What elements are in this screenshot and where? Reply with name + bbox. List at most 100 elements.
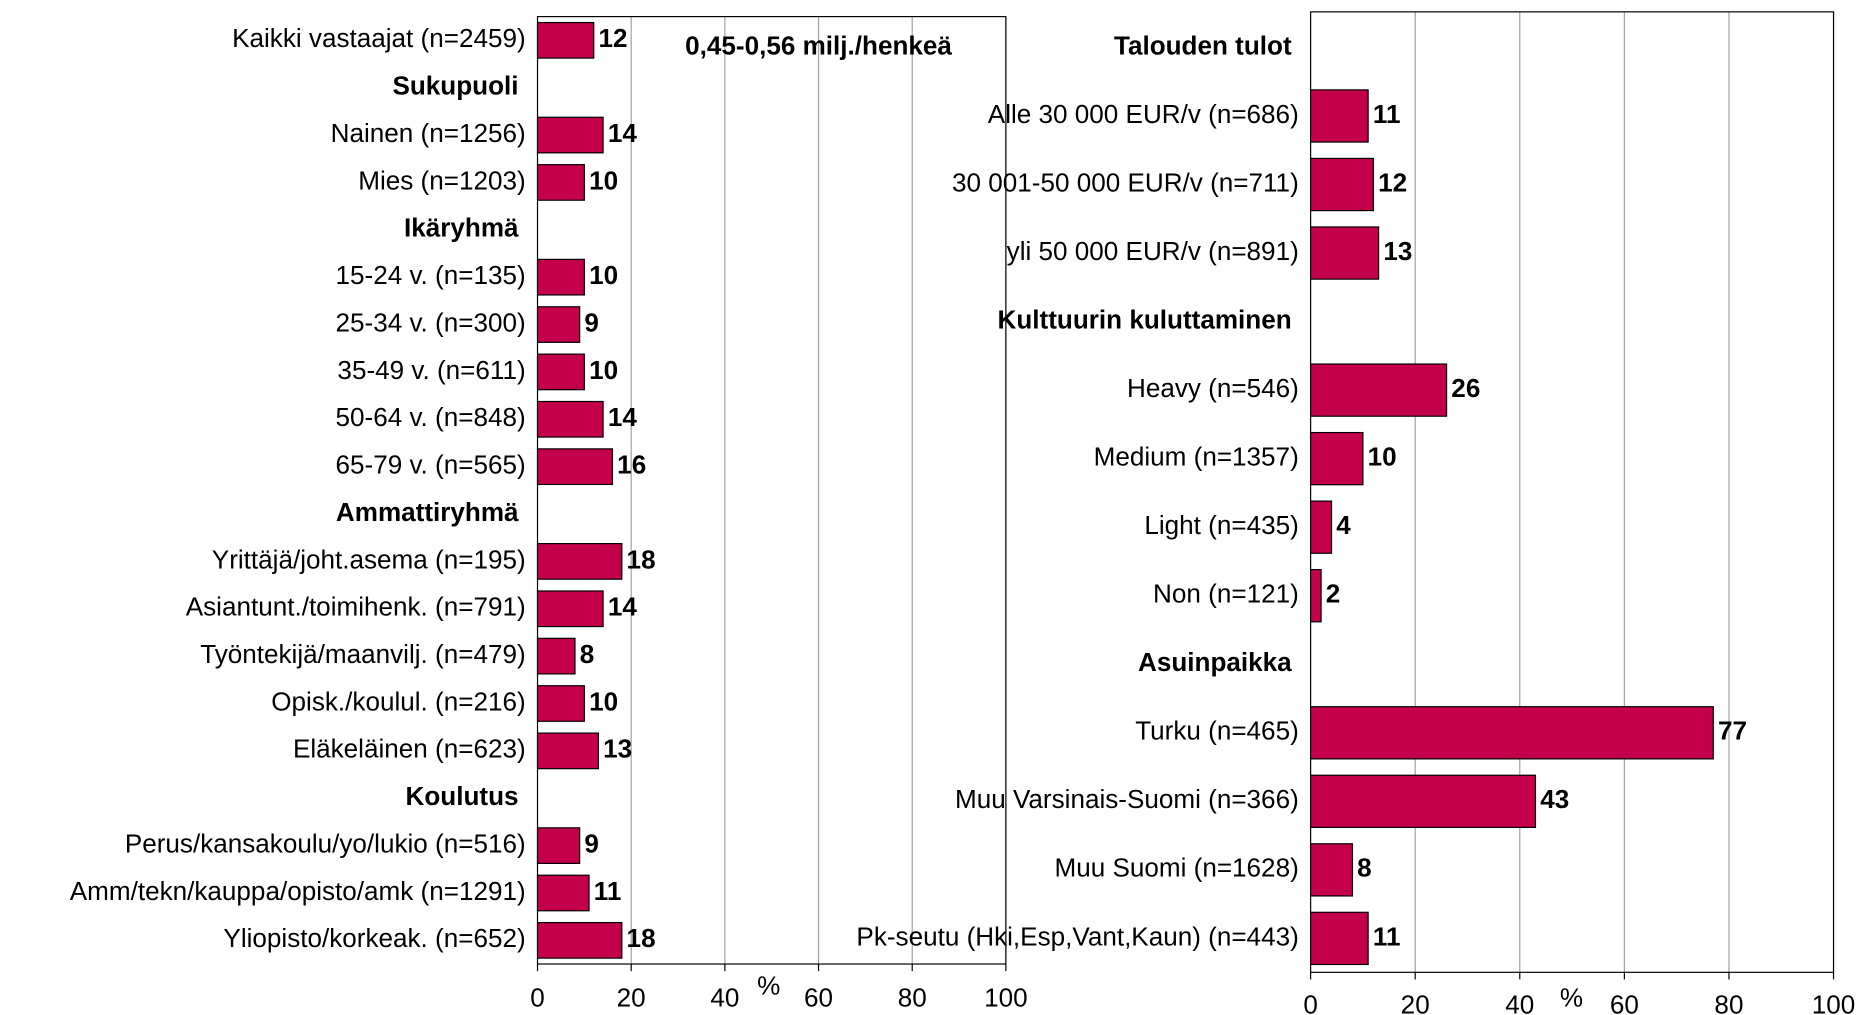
value-label: 14 xyxy=(608,402,638,432)
value-label: 26 xyxy=(1451,373,1480,403)
category-label: 30 001-50 000 EUR/v (n=711) xyxy=(952,167,1299,197)
x-tick-label: 80 xyxy=(1714,990,1743,1015)
bar xyxy=(1310,226,1380,280)
value-label: 10 xyxy=(589,260,618,290)
group-header: Koulutus xyxy=(406,781,519,811)
category-label: 65-79 v. (n=565) xyxy=(336,450,526,480)
category-label: Light (n=435) xyxy=(1144,510,1298,540)
bar xyxy=(536,400,604,438)
category-label: 25-34 v. (n=300) xyxy=(336,307,526,337)
category-label: Mies (n=1203) xyxy=(358,165,525,195)
bar xyxy=(536,874,590,912)
bar xyxy=(536,732,599,770)
value-label: 77 xyxy=(1718,716,1747,746)
category-label: Opisk./koulul. (n=216) xyxy=(271,686,525,716)
group-header: Ammattiryhmä xyxy=(336,497,519,527)
category-label: Non (n=121) xyxy=(1153,579,1299,609)
value-label: 8 xyxy=(1357,853,1372,883)
value-label: 43 xyxy=(1540,784,1569,814)
value-label: 9 xyxy=(584,307,599,337)
category-label: 50-64 v. (n=848) xyxy=(336,402,526,432)
value-label: 10 xyxy=(589,165,618,195)
bar xyxy=(1310,706,1714,760)
value-label: 13 xyxy=(1383,236,1412,266)
x-tick-label: 80 xyxy=(898,982,927,1012)
category-label: Kaikki vastaajat (n=2459) xyxy=(232,23,526,53)
bar xyxy=(1310,157,1374,212)
value-label: 2 xyxy=(1326,579,1341,609)
bar xyxy=(536,543,623,580)
value-label: 11 xyxy=(594,876,622,906)
x-tick-label: 20 xyxy=(1401,990,1430,1015)
category-label: Heavy (n=546) xyxy=(1127,373,1299,403)
category-label: Muu Suomi (n=1628) xyxy=(1055,853,1299,883)
category-label: Eläkeläinen (n=623) xyxy=(293,734,526,764)
x-tick-label: 40 xyxy=(1505,990,1534,1015)
bar xyxy=(536,353,585,391)
bar xyxy=(1310,89,1369,143)
value-label: 18 xyxy=(627,544,656,574)
value-label: 8 xyxy=(580,639,595,669)
category-label: Nainen (n=1256) xyxy=(331,118,526,148)
bar xyxy=(1310,569,1322,623)
bar xyxy=(1310,431,1364,486)
bar xyxy=(536,448,614,486)
category-label: Medium (n=1357) xyxy=(1094,442,1299,472)
x-tick-label: 40 xyxy=(710,982,739,1012)
bar xyxy=(536,306,581,343)
bar xyxy=(536,164,585,201)
bar xyxy=(1310,911,1369,966)
value-label: 16 xyxy=(617,450,646,480)
bar xyxy=(536,258,585,296)
category-label: Amm/tekn/kauppa/opisto/amk (n=1291) xyxy=(70,876,526,906)
value-label: 14 xyxy=(608,592,638,622)
bar xyxy=(1310,500,1333,554)
bar xyxy=(536,637,576,675)
group-header: Sukupuoli xyxy=(392,71,518,101)
bar xyxy=(536,21,595,59)
x-axis-label: % xyxy=(1560,982,1583,1012)
x-tick-label: 60 xyxy=(1610,990,1639,1015)
group-header: Asuinpaikka xyxy=(1138,647,1292,677)
category-label: Pk-seutu (Hki,Esp,Vant,Kaun) (n=443) xyxy=(856,921,1298,951)
value-label: 10 xyxy=(589,355,618,385)
bar xyxy=(536,921,623,959)
bar xyxy=(1310,843,1354,897)
category-label: Turku (n=465) xyxy=(1135,716,1299,746)
category-label: Asiantunt./toimihenk. (n=791) xyxy=(186,592,526,622)
x-tick-label: 0 xyxy=(1303,990,1318,1015)
value-label: 18 xyxy=(627,923,656,953)
category-label: Yliopisto/korkeak. (n=652) xyxy=(223,923,525,953)
value-label: 13 xyxy=(603,734,632,764)
value-label: 9 xyxy=(584,829,599,859)
value-label: 11 xyxy=(1373,99,1401,129)
group-header: Kulttuurin kuluttaminen xyxy=(998,304,1292,334)
bar xyxy=(536,827,581,864)
category-label: 35-49 v. (n=611) xyxy=(337,355,525,385)
group-header: Talouden tulot xyxy=(1114,30,1292,60)
category-label: Alle 30 000 EUR/v (n=686) xyxy=(988,99,1299,129)
category-label: 15-24 v. (n=135) xyxy=(336,260,526,290)
plot-frame xyxy=(536,16,1007,965)
value-label: 12 xyxy=(1378,167,1407,197)
annotation: 0,45-0,56 milj./henkeä xyxy=(685,30,952,60)
x-tick-label: 0 xyxy=(530,982,545,1012)
value-label: 14 xyxy=(608,118,638,148)
value-label: 10 xyxy=(589,686,618,716)
group-header: Ikäryhmä xyxy=(404,213,519,243)
category-label: Työntekijä/maanvilj. (n=479) xyxy=(200,639,525,669)
bar xyxy=(1310,774,1537,829)
value-label: 10 xyxy=(1368,442,1397,472)
category-label: Perus/kansakoulu/yo/lukio (n=516) xyxy=(125,829,526,859)
plot-frame xyxy=(1310,11,1835,973)
x-tick-label: 100 xyxy=(984,982,1028,1012)
x-tick-label: 60 xyxy=(804,982,833,1012)
value-label: 4 xyxy=(1336,510,1351,540)
x-axis-label: % xyxy=(757,971,780,1001)
category-label: Muu Varsinais-Suomi (n=366) xyxy=(955,784,1299,814)
category-label: Yrittäjä/joht.asema (n=195) xyxy=(212,544,526,574)
bar xyxy=(1310,363,1448,417)
bar xyxy=(536,685,585,722)
bar xyxy=(536,116,604,154)
